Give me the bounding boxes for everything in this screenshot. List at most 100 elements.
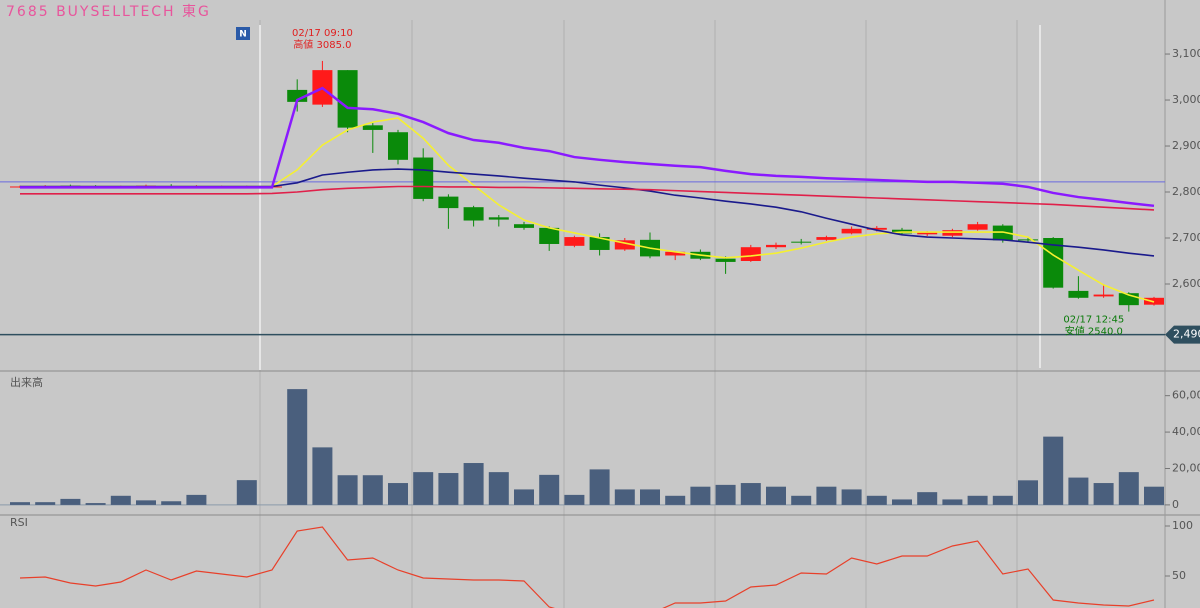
- y-tick-label: 100: [1172, 519, 1193, 532]
- bar: [564, 494, 585, 505]
- bar: [514, 489, 534, 505]
- bar: [640, 489, 660, 505]
- candle-body: [589, 237, 610, 250]
- price-panel: [0, 60, 1165, 336]
- candle-body: [841, 228, 862, 234]
- bar: [287, 389, 308, 505]
- bar: [413, 472, 434, 505]
- bar: [110, 495, 131, 505]
- bar: [236, 480, 257, 505]
- bar: [488, 472, 509, 505]
- line-series: [20, 185, 1155, 211]
- annotation: 02/17 09:10: [292, 28, 353, 39]
- candle-body: [917, 232, 938, 235]
- bar: [665, 495, 686, 505]
- bar: [892, 499, 912, 505]
- candle-body: [463, 207, 484, 221]
- bar: [186, 494, 207, 505]
- bar: [740, 483, 761, 505]
- axes: 2,600 2,700 2,800 2,900 3,000 3,100 2,490 0 20,0…: [1165, 47, 1200, 582]
- news-badge-label[interactable]: N: [239, 30, 247, 40]
- candle-body: [1093, 294, 1114, 297]
- bar: [766, 486, 786, 505]
- bar: [967, 495, 988, 505]
- candle-body: [766, 244, 786, 248]
- y-tick-label: 40,000: [1172, 425, 1200, 438]
- bar: [1144, 486, 1164, 505]
- bar: [841, 489, 862, 505]
- y-tick-label: 3,100: [1172, 47, 1200, 60]
- bar: [463, 463, 484, 505]
- bar: [866, 495, 887, 505]
- annotation: 02/17 12:45: [1063, 315, 1124, 326]
- y-tick-label: 60,000: [1172, 389, 1200, 402]
- bar: [60, 498, 81, 505]
- candle-body: [413, 157, 434, 199]
- candle-body: [564, 237, 585, 246]
- bar: [816, 486, 837, 505]
- y-tick-label: 2,900: [1172, 139, 1200, 152]
- annotation: 高値 3085.0: [293, 38, 351, 51]
- y-tick-label: 3,000: [1172, 93, 1200, 106]
- bar: [337, 475, 358, 505]
- candle-body: [866, 227, 887, 230]
- bar: [539, 474, 560, 505]
- candle-body: [740, 247, 761, 261]
- line-series: [20, 86, 1155, 208]
- bar: [589, 469, 610, 505]
- candle-body: [287, 89, 308, 102]
- bar: [715, 484, 736, 505]
- line-series: [19, 526, 1155, 608]
- y-tick-label: 2,700: [1172, 231, 1200, 244]
- bar: [1043, 436, 1064, 505]
- news-badge[interactable]: [236, 27, 250, 40]
- candle-body: [488, 217, 509, 220]
- candle-body: [1043, 238, 1064, 288]
- y-tick-label: 50: [1172, 569, 1186, 582]
- bar: [791, 495, 812, 505]
- candle-body: [514, 224, 534, 228]
- bar: [614, 489, 635, 505]
- candle-body: [791, 241, 812, 243]
- bar: [1068, 477, 1089, 505]
- candle-body: [362, 125, 383, 130]
- volume-panel: [0, 389, 1165, 506]
- y-tick-label: 2,600: [1172, 277, 1200, 290]
- bar: [136, 500, 156, 505]
- candle-body: [942, 230, 963, 236]
- bar: [161, 501, 182, 505]
- chart-title: 7685 BUYSELLTECH 東G: [6, 4, 211, 20]
- bar: [917, 492, 938, 505]
- annotation: 安値 2540.0: [1065, 325, 1123, 338]
- y-tick-label: 20,000: [1172, 461, 1200, 474]
- panel-title: 出来高: [10, 375, 43, 389]
- bar: [992, 495, 1013, 505]
- bar: [10, 502, 30, 505]
- last-price-box: [1165, 325, 1200, 344]
- rsi-panel: [19, 526, 1155, 608]
- bar: [942, 499, 963, 505]
- candle-body: [388, 132, 408, 160]
- candle-body: [614, 240, 635, 250]
- bar: [85, 503, 106, 505]
- bar: [1018, 480, 1038, 505]
- candle-body: [438, 196, 459, 209]
- candle-body: [715, 258, 736, 262]
- candle-body: [992, 225, 1013, 241]
- last-price-label: 2,490: [1173, 328, 1200, 341]
- candle-body: [1118, 293, 1139, 306]
- candle-body: [1018, 239, 1038, 241]
- bar: [1093, 483, 1114, 505]
- panel-title: RSI: [10, 516, 28, 529]
- candle-body: [337, 70, 358, 128]
- y-tick-label: 2,800: [1172, 185, 1200, 198]
- candle-body: [967, 224, 988, 230]
- bar: [362, 475, 383, 505]
- bar: [388, 483, 408, 505]
- bar: [1118, 472, 1139, 505]
- candle-body: [816, 237, 837, 240]
- candle-body: [665, 251, 686, 256]
- bar: [438, 473, 459, 505]
